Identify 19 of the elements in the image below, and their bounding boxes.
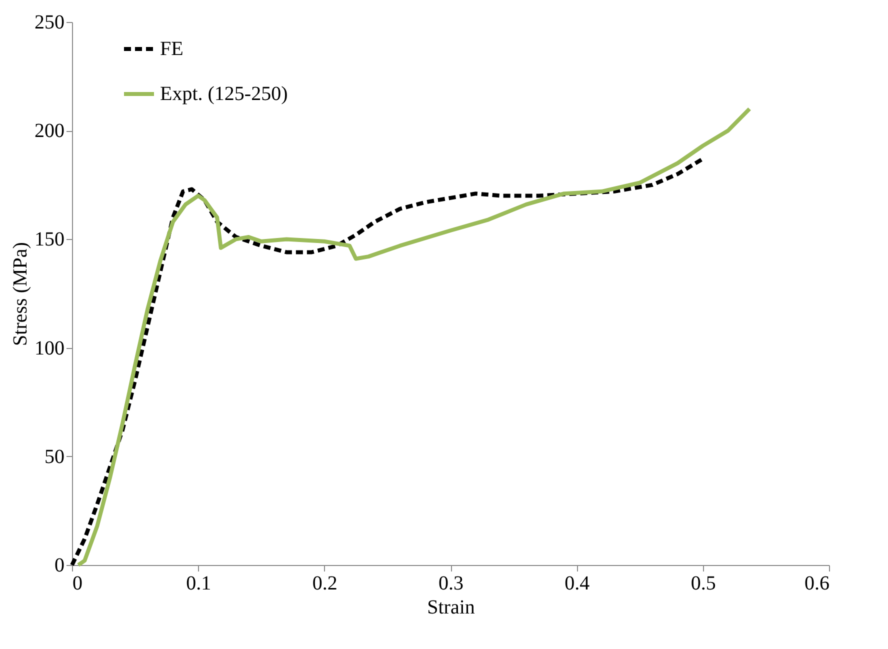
x-axis-title: Strain — [427, 596, 475, 618]
y-tick-label: 50 — [44, 446, 64, 468]
legend-label: FE — [160, 38, 184, 60]
legend-label: Expt. (125-250) — [160, 83, 288, 105]
x-tick-label: 0 — [72, 572, 82, 594]
y-axis-title: Stress (MPa) — [10, 242, 32, 346]
y-tick-label: 0 — [54, 554, 64, 576]
line-series — [70, 156, 705, 567]
x-tick-label: 0.6 — [804, 572, 830, 594]
x-tick-label: 0.4 — [564, 572, 590, 594]
y-tick-label: 100 — [34, 337, 64, 360]
x-tick-label: 0.5 — [690, 572, 716, 594]
x-tick-label: 0.1 — [186, 572, 212, 594]
y-tick-label: 150 — [34, 228, 64, 251]
line-series — [76, 106, 752, 567]
x-tick-label: 0.2 — [312, 572, 338, 594]
y-tick-label: 200 — [34, 120, 64, 142]
x-tick-label: 0.3 — [438, 572, 464, 594]
y-tick-label: 250 — [34, 12, 64, 34]
